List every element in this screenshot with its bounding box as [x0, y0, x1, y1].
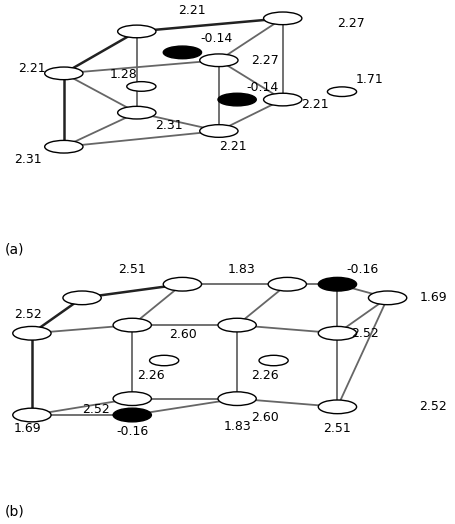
Ellipse shape [199, 54, 238, 67]
Ellipse shape [117, 25, 156, 38]
Ellipse shape [45, 140, 83, 153]
Ellipse shape [199, 125, 238, 137]
Ellipse shape [113, 318, 151, 332]
Text: 2.52: 2.52 [14, 308, 41, 321]
Ellipse shape [217, 392, 256, 406]
Ellipse shape [318, 326, 356, 340]
Text: (a): (a) [5, 243, 24, 257]
Ellipse shape [126, 82, 156, 91]
Text: 2.26: 2.26 [250, 369, 278, 381]
Text: -0.14: -0.14 [246, 81, 278, 94]
Ellipse shape [113, 408, 151, 422]
Text: 2.60: 2.60 [168, 328, 196, 341]
Text: 2.60: 2.60 [250, 411, 278, 424]
Ellipse shape [263, 93, 301, 106]
Text: -0.16: -0.16 [346, 263, 378, 276]
Text: 2.27: 2.27 [337, 17, 364, 30]
Ellipse shape [263, 12, 301, 25]
Text: 2.21: 2.21 [218, 140, 246, 153]
Text: 2.21: 2.21 [300, 99, 328, 111]
Ellipse shape [268, 277, 306, 291]
Text: (b): (b) [5, 505, 24, 519]
Ellipse shape [327, 87, 356, 96]
Ellipse shape [318, 277, 356, 291]
Text: 2.26: 2.26 [136, 369, 164, 381]
Text: -0.16: -0.16 [116, 424, 148, 438]
Ellipse shape [163, 46, 201, 59]
Ellipse shape [45, 67, 83, 80]
Ellipse shape [217, 93, 256, 106]
Text: 2.27: 2.27 [250, 54, 278, 67]
Ellipse shape [149, 355, 178, 366]
Ellipse shape [318, 400, 356, 413]
Text: 1.69: 1.69 [419, 291, 446, 304]
Text: 2.51: 2.51 [323, 422, 350, 435]
Ellipse shape [368, 291, 406, 304]
Ellipse shape [258, 355, 288, 366]
Text: 2.52: 2.52 [81, 403, 109, 416]
Text: 2.21: 2.21 [177, 4, 205, 17]
Text: 1.69: 1.69 [14, 422, 41, 435]
Ellipse shape [113, 392, 151, 406]
Text: -0.14: -0.14 [200, 31, 233, 45]
Ellipse shape [117, 106, 156, 119]
Text: 1.71: 1.71 [355, 73, 383, 86]
Text: 1.28: 1.28 [109, 68, 137, 81]
Text: 2.52: 2.52 [350, 327, 378, 340]
Text: 2.31: 2.31 [155, 119, 182, 132]
Text: 1.83: 1.83 [223, 420, 250, 433]
Text: 2.31: 2.31 [14, 153, 41, 166]
Text: 1.83: 1.83 [228, 263, 255, 276]
Ellipse shape [163, 277, 201, 291]
Ellipse shape [13, 326, 51, 340]
Text: 2.21: 2.21 [18, 62, 46, 74]
Text: 2.51: 2.51 [118, 263, 146, 276]
Ellipse shape [13, 408, 51, 422]
Ellipse shape [217, 318, 256, 332]
Text: 2.52: 2.52 [419, 400, 446, 413]
Ellipse shape [63, 291, 101, 304]
